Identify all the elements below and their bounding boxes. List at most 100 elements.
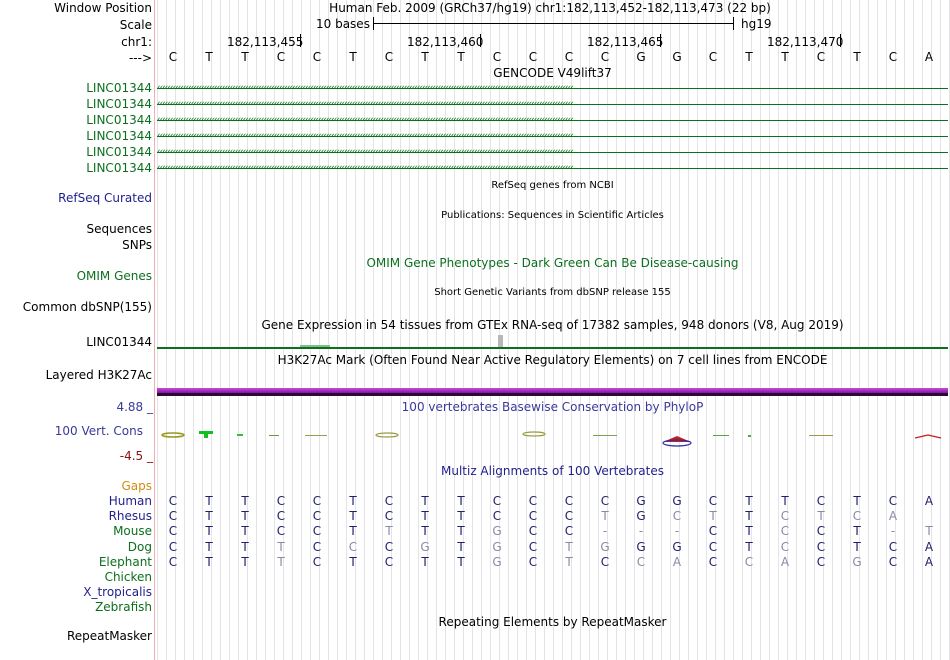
aligned-base: C: [672, 509, 682, 523]
gencode-transcript-arrows[interactable]: ‹‹‹‹‹‹‹‹‹‹‹‹‹‹‹‹‹‹‹‹‹‹‹‹‹‹‹‹‹‹‹‹‹‹‹‹‹‹‹‹…: [157, 147, 948, 157]
gencode-title[interactable]: GENCODE V49lift37: [493, 66, 612, 80]
phylop-mark: [269, 435, 279, 436]
gencode-row-label[interactable]: LINC01344: [86, 113, 152, 127]
grid-line: [382, 0, 383, 660]
aligned-base: A: [924, 555, 934, 569]
label-divider: [154, 0, 155, 660]
aligned-base: C: [600, 494, 610, 508]
aligned-base: T: [565, 540, 573, 554]
aligned-base: T: [853, 524, 861, 538]
grid-line: [877, 0, 878, 660]
gtex-small-mark: [300, 345, 330, 347]
gencode-transcript-arrows[interactable]: ‹‹‹‹‹‹‹‹‹‹‹‹‹‹‹‹‹‹‹‹‹‹‹‹‹‹‹‹‹‹‹‹‹‹‹‹‹‹‹‹…: [157, 163, 948, 173]
base: T: [349, 50, 357, 64]
gtex-gene-bar[interactable]: [157, 347, 948, 349]
grid-line: [751, 0, 752, 660]
window-position-value[interactable]: Human Feb. 2009 (GRCh37/hg19) chr1:182,1…: [329, 1, 771, 15]
aligned-base: C: [816, 524, 826, 538]
gaps-label[interactable]: Gaps: [121, 479, 152, 493]
grid-line: [931, 0, 932, 660]
phylop-signal[interactable]: [157, 425, 948, 449]
grid-line: [850, 0, 851, 660]
base: A: [924, 50, 934, 64]
grid-line: [400, 0, 401, 660]
gencode-transcript-arrows[interactable]: ‹‹‹‹‹‹‹‹‹‹‹‹‹‹‹‹‹‹‹‹‹‹‹‹‹‹‹‹‹‹‹‹‹‹‹‹‹‹‹‹…: [157, 131, 948, 141]
coord-4: 182,113,470: [767, 35, 844, 49]
gtex-title[interactable]: Gene Expression in 54 tissues from GTEx …: [261, 318, 844, 332]
dbsnp-label[interactable]: Common dbSNP(155): [22, 300, 152, 314]
gencode-row-label[interactable]: LINC01344: [86, 129, 152, 143]
aligned-base: T: [421, 509, 429, 523]
omim-label[interactable]: OMIM Genes: [76, 269, 152, 283]
grid-line: [490, 0, 491, 660]
species-label-mouse[interactable]: Mouse: [113, 524, 152, 538]
aligned-base: T: [745, 540, 753, 554]
grid-line: [166, 0, 167, 660]
aligned-base: C: [708, 540, 718, 554]
grid-line: [571, 0, 572, 660]
multiz-title[interactable]: Multiz Alignments of 100 Vertebrates: [440, 464, 665, 478]
aligned-base: G: [636, 540, 646, 554]
gencode-row-label[interactable]: LINC01344: [86, 97, 152, 111]
grid-line: [481, 0, 482, 660]
aligned-base: C: [888, 555, 898, 569]
aligned-base: G: [492, 555, 502, 569]
refseq-label[interactable]: RefSeq Curated: [58, 191, 152, 205]
gencode-row-label[interactable]: LINC01344: [86, 161, 152, 175]
aligned-base: C: [276, 509, 286, 523]
h3k27-label[interactable]: Layered H3K27Ac: [45, 368, 152, 382]
phylop-mark: [593, 435, 617, 436]
aligned-base: C: [168, 509, 178, 523]
h3k27-signal[interactable]: [157, 388, 948, 393]
aligned-base: C: [564, 509, 574, 523]
species-label-human[interactable]: Human: [108, 494, 152, 508]
gencode-transcript-arrows[interactable]: ‹‹‹‹‹‹‹‹‹‹‹‹‹‹‹‹‹‹‹‹‹‹‹‹‹‹‹‹‹‹‹‹‹‹‹‹‹‹‹‹…: [157, 99, 948, 109]
aligned-base: A: [780, 555, 790, 569]
aligned-base: C: [888, 494, 898, 508]
h3k27-title[interactable]: H3K27Ac Mark (Often Found Near Active Re…: [277, 353, 828, 367]
gtex-label[interactable]: LINC01344: [86, 335, 152, 349]
species-label-chicken[interactable]: Chicken: [104, 570, 152, 584]
aligned-base: G: [600, 540, 610, 554]
species-label-zebrafish[interactable]: Zebrafish: [95, 600, 152, 614]
gencode-transcript-arrows[interactable]: ‹‹‹‹‹‹‹‹‹‹‹‹‹‹‹‹‹‹‹‹‹‹‹‹‹‹‹‹‹‹‹‹‹‹‹‹‹‹‹‹…: [157, 115, 948, 125]
aligned-base: C: [348, 540, 358, 554]
aligned-base: T: [745, 509, 753, 523]
aligned-base: C: [168, 540, 178, 554]
species-label-dog[interactable]: Dog: [127, 540, 152, 554]
gencode-row-label[interactable]: LINC01344: [86, 145, 152, 159]
grid-line: [670, 0, 671, 660]
grid-line: [184, 0, 185, 660]
scale-label: Scale: [119, 18, 152, 32]
coord-tick-1: [300, 34, 301, 47]
phylop-title[interactable]: 100 vertebrates Basewise Conservation by…: [401, 400, 704, 414]
gencode-transcript-arrows[interactable]: ‹‹‹‹‹‹‹‹‹‹‹‹‹‹‹‹‹‹‹‹‹‹‹‹‹‹‹‹‹‹‹‹‹‹‹‹‹‹‹‹…: [157, 83, 948, 93]
gencode-row-label[interactable]: LINC01344: [86, 81, 152, 95]
snps-label[interactable]: SNPs: [122, 238, 152, 252]
repeat-title[interactable]: Repeating Elements by RepeatMasker: [438, 615, 667, 629]
grid-line: [895, 0, 896, 660]
aligned-base: C: [384, 509, 394, 523]
aligned-base: C: [780, 509, 790, 523]
aligned-base: C: [816, 555, 826, 569]
grid-line: [859, 0, 860, 660]
grid-line: [508, 0, 509, 660]
coord-tick-2: [480, 34, 481, 47]
dbsnp-title[interactable]: Short Genetic Variants from dbSNP releas…: [434, 287, 671, 298]
phylop-label[interactable]: 100 Vert. Cons: [54, 424, 143, 438]
aligned-base: T: [349, 509, 357, 523]
refseq-title[interactable]: RefSeq genes from NCBI: [491, 180, 614, 191]
species-label-rhesus[interactable]: Rhesus: [108, 509, 152, 523]
pubs-title[interactable]: Publications: Sequences in Scientific Ar…: [441, 210, 664, 221]
repeat-label[interactable]: RepeatMasker: [66, 629, 152, 643]
species-label-elephant[interactable]: Elephant: [98, 555, 152, 569]
aligned-base: C: [384, 555, 394, 569]
sequences-label[interactable]: Sequences: [86, 222, 152, 236]
aligned-base: -: [890, 524, 896, 538]
aligned-base: G: [420, 540, 430, 554]
omim-title[interactable]: OMIM Gene Phenotypes - Dark Green Can Be…: [366, 256, 739, 270]
assembly-label: hg19: [741, 17, 772, 31]
aligned-base: T: [853, 540, 861, 554]
species-label-x_tropicalis[interactable]: X_tropicalis: [83, 585, 152, 599]
gtex-expression-mark[interactable]: [498, 335, 503, 347]
